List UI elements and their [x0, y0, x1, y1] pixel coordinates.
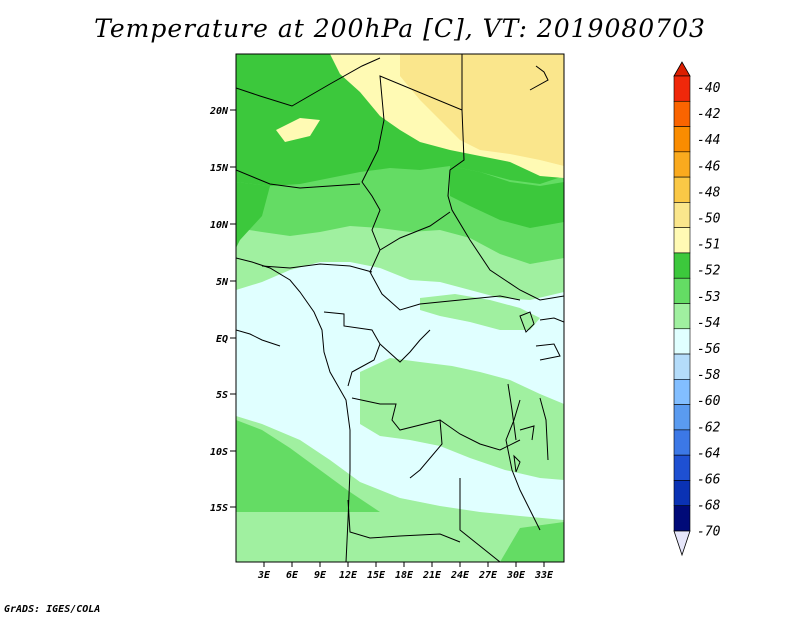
field-48	[400, 54, 564, 166]
colorbar-top-arrow	[673, 61, 691, 77]
lat-label: 5N	[216, 277, 229, 288]
field-53-patch-east	[420, 294, 540, 330]
colorbar-cell	[673, 480, 691, 507]
colorbar-cell	[673, 126, 691, 153]
field-52-southeast	[500, 522, 564, 562]
colorbar-label: -40	[697, 81, 721, 96]
field-53-southwest	[236, 416, 564, 562]
colorbar-label: -64	[697, 446, 720, 461]
colorbar-label: -52	[697, 264, 721, 279]
colorbar-cell	[673, 227, 691, 254]
lon-label: 24E	[450, 570, 470, 581]
colorbar-label: -48	[697, 185, 721, 200]
lon-label: 18E	[395, 570, 414, 581]
lon-label: 9E	[314, 570, 327, 581]
colorbar-cell	[673, 454, 691, 481]
lon-label: 3E	[257, 570, 271, 581]
lon-label: 27E	[478, 570, 498, 581]
field-50-west	[276, 118, 320, 142]
lat-label: 15S	[210, 503, 228, 514]
colorbar-label: -58	[697, 368, 721, 383]
colorbar-label: -42	[697, 107, 721, 122]
field-52-south	[236, 420, 380, 512]
colorbar-label: -68	[697, 499, 721, 514]
temperature-field	[236, 54, 564, 562]
colorbar-cell	[673, 404, 691, 431]
colorbar-label: -46	[697, 159, 721, 174]
colorbar-label: -54	[697, 316, 720, 331]
colorbar-label: -62	[697, 420, 721, 435]
colorbar-cell	[673, 277, 691, 304]
lat-ticks	[230, 109, 236, 508]
lon-label: 33E	[534, 570, 554, 581]
lat-label: EQ	[216, 334, 228, 345]
lon-label: 12E	[339, 570, 358, 581]
lat-label: 20N	[209, 106, 229, 117]
footer-credit: GrADS: IGES/COLA	[4, 604, 101, 615]
field-51-east	[450, 166, 564, 228]
lon-ticks	[263, 562, 545, 567]
colorbar-cell	[673, 303, 691, 330]
colorbar-bottom-arrow	[673, 530, 691, 557]
colorbar: -40 -42 -44 -46 -48 -50 -51 -52 -53 -54 -56 -58 -60 -…	[673, 61, 721, 557]
lon-label: 21E	[422, 570, 442, 581]
lat-label: 10S	[210, 447, 228, 458]
map-title: Temperature at 200hPa [C], VT: 201908070…	[94, 14, 706, 43]
lat-label: 10N	[210, 220, 229, 231]
colorbar-cell	[673, 328, 691, 355]
colorbar-cell	[673, 202, 691, 228]
coastline	[236, 257, 351, 562]
lon-label: 6E	[286, 570, 299, 581]
colorbar-cell	[673, 75, 691, 102]
lon-label: 15E	[367, 570, 386, 581]
lon-label: 30E	[506, 570, 526, 581]
colorbar-label: -70	[697, 525, 721, 540]
country-borders	[236, 54, 564, 562]
field-53-central	[360, 358, 564, 480]
colorbar-label: -53	[697, 290, 720, 305]
lat-label: 5S	[216, 390, 228, 401]
colorbar-cell	[673, 100, 691, 127]
colorbar-label: -56	[697, 342, 721, 357]
lat-label: 15N	[210, 163, 229, 174]
colorbar-cell	[673, 379, 691, 405]
colorbar-label: -66	[697, 473, 721, 488]
colorbar-cell	[673, 429, 691, 456]
map-frame	[235, 53, 565, 563]
colorbar-label: -51	[697, 238, 720, 253]
colorbar-label: -44	[697, 133, 720, 148]
colorbar-cell	[673, 353, 691, 380]
field-51-west	[236, 182, 270, 248]
colorbar-cell	[673, 252, 691, 279]
colorbar-label: -50	[697, 212, 721, 227]
lakes	[507, 311, 549, 473]
colorbar-cell	[673, 505, 691, 532]
colorbar-label: -60	[697, 394, 721, 409]
colorbar-cell	[673, 151, 691, 178]
colorbar-cell	[673, 176, 691, 203]
